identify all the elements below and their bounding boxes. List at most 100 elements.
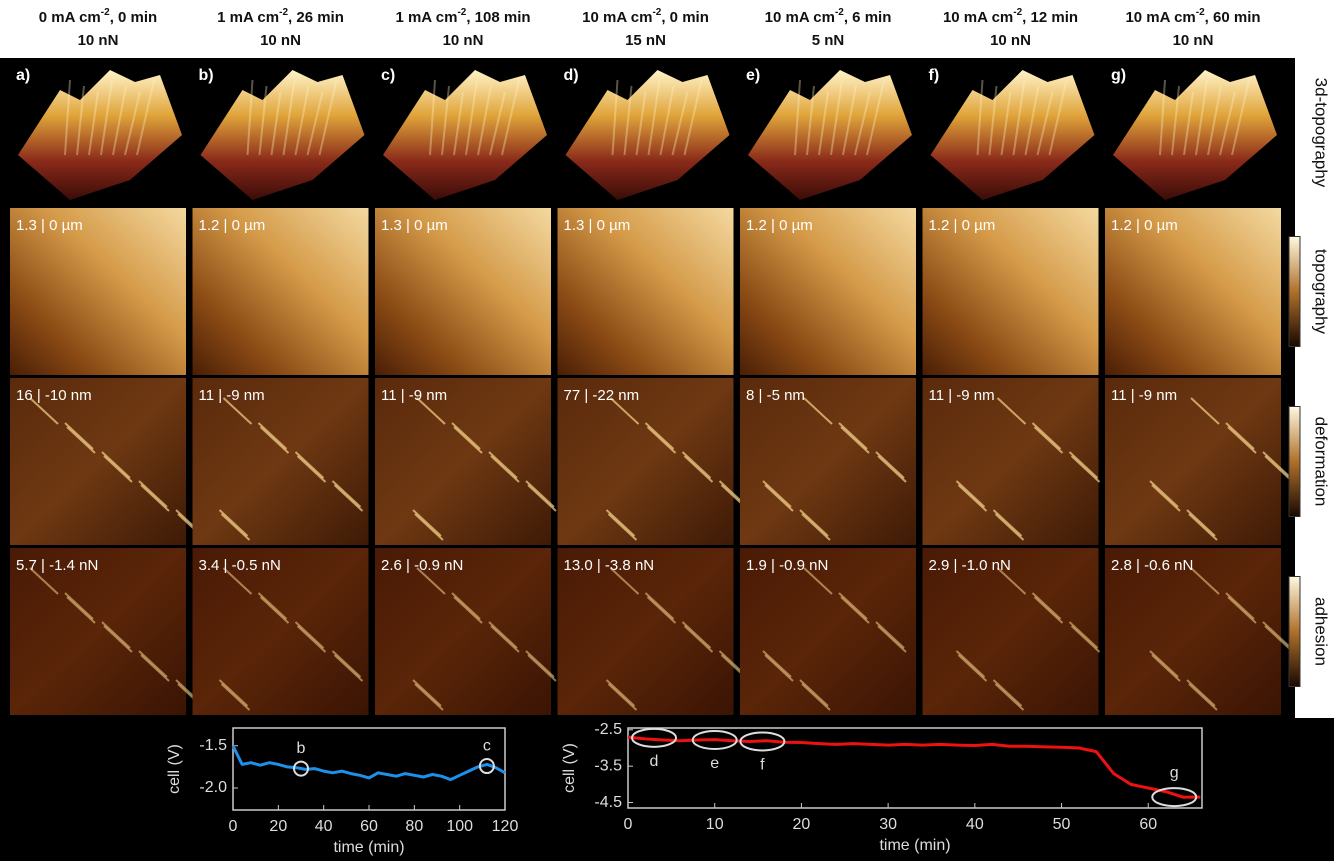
afm-image: [192, 208, 369, 375]
streak: [1188, 683, 1218, 711]
image-label: 2.8 | -0.6 nN: [1111, 557, 1193, 574]
streak: [955, 480, 986, 508]
streak: [1190, 397, 1220, 425]
ridge: [1231, 79, 1250, 156]
ridge: [1171, 85, 1180, 156]
y-axis-label: cell (V): [166, 744, 183, 794]
ridge: [1207, 85, 1222, 156]
ridge: [671, 91, 689, 156]
streak: [838, 422, 868, 450]
x-tick-label: 10: [706, 816, 724, 833]
ridge: [306, 91, 324, 156]
streak: [103, 625, 133, 653]
ridge: [76, 85, 85, 156]
streak: [412, 509, 442, 537]
streak: [957, 484, 988, 512]
afm-image: [10, 208, 186, 375]
image-label: 77 | -22 nm: [564, 387, 640, 404]
ridge: [611, 79, 619, 156]
column-force: 10 nN: [78, 32, 119, 49]
annotation-circle: [478, 758, 495, 775]
colorbar: [1288, 236, 1301, 347]
image-label: 11 | -9 nm: [381, 387, 447, 404]
streak: [875, 451, 905, 479]
data-line: [231, 745, 506, 782]
streak: [955, 650, 986, 678]
ridge: [854, 91, 871, 156]
annotation-label: e: [710, 755, 719, 772]
streak: [259, 426, 290, 454]
ridge: [1159, 79, 1166, 156]
x-axis-label: time (min): [333, 839, 404, 856]
column-force: 10 nN: [1173, 32, 1214, 49]
y-axis-label: cell (V): [561, 743, 578, 793]
topography-3d: [18, 70, 182, 200]
streak: [259, 596, 290, 624]
image-label: 11 | -9 nm: [929, 387, 995, 404]
streak: [799, 509, 829, 537]
image-label: 1.2 | 0 µm: [1111, 217, 1178, 234]
streak: [840, 426, 870, 454]
x-axis-label: time (min): [879, 837, 950, 854]
column-header: 10 mA cm-2, 0 min: [582, 7, 709, 26]
ridge: [1195, 79, 1208, 156]
ridge: [501, 79, 520, 156]
header-time: , 12 min: [1022, 9, 1078, 26]
image-label: 1.2 | 0 µm: [199, 217, 266, 234]
ridge: [100, 79, 113, 156]
streak: [646, 596, 677, 624]
streak: [1068, 451, 1099, 479]
annotation-circle: [1151, 787, 1198, 808]
panel-label: e): [746, 67, 760, 84]
image-label: 1.3 | 0 µm: [564, 217, 631, 234]
streak: [453, 426, 483, 454]
streak: [996, 567, 1027, 595]
streak: [764, 654, 794, 682]
ridge: [465, 79, 478, 156]
streak: [799, 679, 829, 707]
streak: [1190, 567, 1220, 595]
ridge: [659, 85, 675, 156]
streak: [994, 513, 1025, 541]
streak: [1227, 426, 1257, 454]
ridge: [136, 79, 155, 156]
ridge: [112, 85, 127, 156]
ridge: [246, 79, 254, 156]
streak: [646, 426, 677, 454]
ridge: [647, 79, 661, 156]
ridge: [441, 85, 450, 156]
y-tick-label: -3.5: [594, 757, 622, 774]
y-tick-label: -4.5: [594, 794, 622, 811]
header-time: , 26 min: [288, 9, 344, 26]
streak: [1188, 513, 1218, 541]
streak: [29, 397, 59, 425]
header-time: , 0 min: [110, 9, 158, 26]
streak: [1031, 592, 1062, 620]
annotation-circle: [293, 760, 309, 777]
header-current: 10 mA cm: [765, 9, 835, 26]
streak: [103, 455, 133, 483]
streak: [64, 592, 94, 620]
header-time: , 0 min: [661, 9, 709, 26]
ridge: [1183, 91, 1194, 156]
streak: [803, 567, 833, 595]
streak: [257, 422, 288, 450]
streak: [875, 621, 905, 649]
header-current: 0 mA cm: [39, 9, 101, 26]
streak: [66, 596, 96, 624]
streak: [331, 650, 362, 678]
ridge: [282, 79, 296, 156]
column-force: 15 nN: [625, 32, 666, 49]
streak: [1070, 455, 1101, 483]
x-tick-label: 20: [793, 816, 811, 833]
image-label: 5.7 | -1.4 nN: [16, 557, 98, 574]
topography-3d: [930, 70, 1095, 200]
streak: [414, 513, 444, 541]
row-label: 3d-topography: [1312, 78, 1331, 188]
streak: [683, 455, 714, 483]
x-tick-label: 60: [1139, 816, 1157, 833]
ridge: [124, 91, 141, 156]
streak: [1149, 650, 1179, 678]
streak: [1227, 596, 1257, 624]
streak: [1262, 451, 1292, 479]
